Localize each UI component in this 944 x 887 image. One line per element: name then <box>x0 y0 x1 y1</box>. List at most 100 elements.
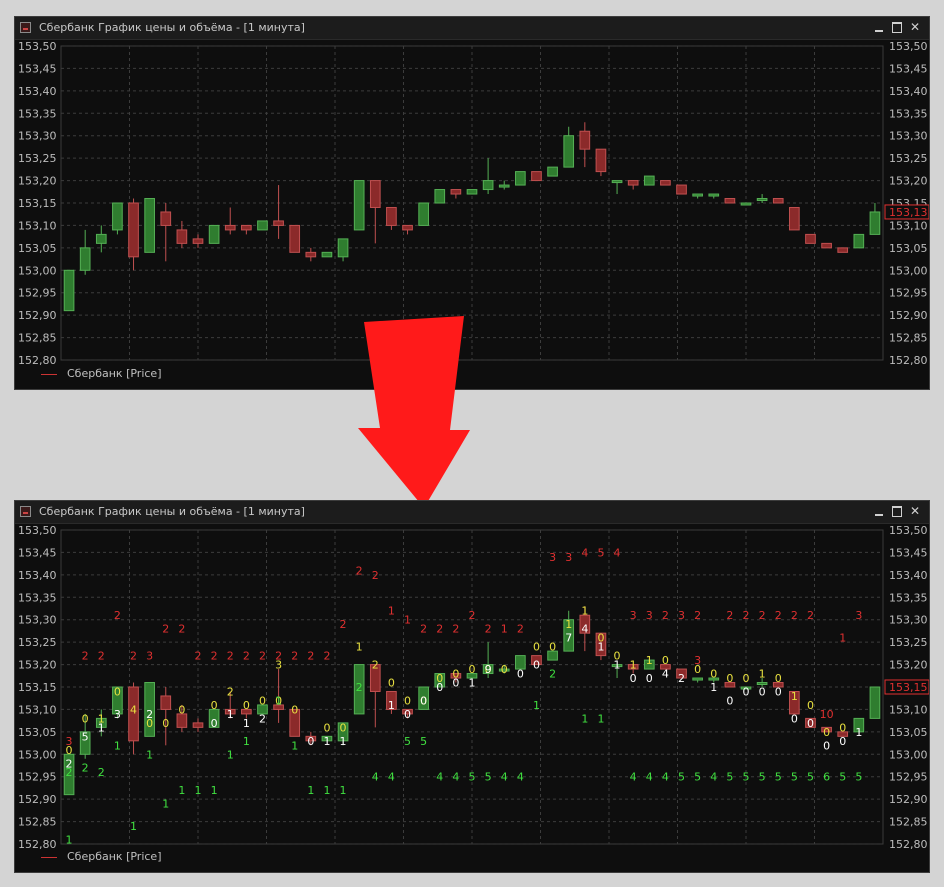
candle[interactable] <box>805 717 816 728</box>
candle[interactable] <box>321 251 333 258</box>
candle[interactable] <box>853 717 865 733</box>
candle[interactable] <box>676 668 687 679</box>
candle[interactable] <box>869 686 881 719</box>
candle[interactable] <box>531 655 542 666</box>
candle[interactable] <box>273 669 284 723</box>
candle[interactable] <box>805 233 816 244</box>
candle[interactable] <box>176 220 188 248</box>
candle[interactable] <box>369 664 381 728</box>
candle[interactable] <box>466 189 478 195</box>
candle[interactable] <box>337 722 349 746</box>
candle[interactable] <box>353 664 365 715</box>
candle[interactable] <box>418 686 429 710</box>
candle[interactable] <box>740 686 752 690</box>
candle[interactable] <box>563 610 575 652</box>
candle[interactable] <box>772 682 784 688</box>
candle[interactable] <box>740 202 752 206</box>
candle[interactable] <box>369 180 381 244</box>
candle[interactable] <box>515 171 526 186</box>
candle[interactable] <box>724 682 736 688</box>
candle[interactable] <box>466 673 478 679</box>
candle[interactable] <box>79 713 91 759</box>
candle[interactable] <box>450 673 462 683</box>
candle[interactable] <box>724 198 736 204</box>
candle[interactable] <box>643 659 655 670</box>
candle[interactable] <box>708 677 720 683</box>
candle[interactable] <box>756 678 768 687</box>
candle[interactable] <box>627 180 639 190</box>
candle[interactable] <box>692 677 703 683</box>
candle[interactable] <box>112 686 123 719</box>
candle[interactable] <box>611 664 623 679</box>
candle[interactable] <box>498 180 510 190</box>
candle[interactable] <box>241 224 252 235</box>
candle[interactable] <box>627 664 639 674</box>
candle[interactable] <box>305 731 317 746</box>
candle[interactable] <box>434 189 446 204</box>
candle[interactable] <box>144 198 155 253</box>
candle[interactable] <box>837 247 849 253</box>
candle[interactable] <box>386 206 397 230</box>
minimize-icon[interactable] <box>871 503 887 519</box>
candle[interactable] <box>402 224 413 235</box>
candle[interactable] <box>498 664 510 674</box>
candle[interactable] <box>192 234 204 248</box>
candle[interactable] <box>660 664 671 670</box>
candle[interactable] <box>305 247 317 262</box>
candle[interactable] <box>563 126 575 168</box>
candle[interactable] <box>208 708 220 728</box>
candle[interactable] <box>595 148 607 177</box>
maximize-icon[interactable] <box>889 503 905 519</box>
price-chart[interactable]: 153,50 153,50 153,45 153,45 153,40 153,40 153,… <box>15 39 929 369</box>
candle[interactable] <box>837 731 849 737</box>
candle[interactable] <box>515 655 526 670</box>
candle[interactable] <box>547 166 558 177</box>
candle[interactable] <box>450 189 462 199</box>
candle[interactable] <box>257 220 268 231</box>
candle[interactable] <box>611 180 623 195</box>
candle[interactable] <box>128 198 139 271</box>
candle[interactable] <box>63 753 75 796</box>
candle[interactable] <box>756 194 768 203</box>
candle[interactable] <box>660 180 671 186</box>
candle[interactable] <box>579 606 591 652</box>
candle[interactable] <box>676 184 687 195</box>
candle[interactable] <box>273 185 284 239</box>
candle[interactable] <box>547 650 558 661</box>
candle[interactable] <box>257 704 268 715</box>
maximize-icon[interactable] <box>889 19 905 35</box>
candle[interactable] <box>708 193 720 199</box>
candle[interactable] <box>789 206 800 231</box>
candle[interactable] <box>289 224 301 253</box>
candle[interactable] <box>112 202 123 235</box>
minimize-icon[interactable] <box>871 19 887 35</box>
candle[interactable] <box>643 175 655 186</box>
candle[interactable] <box>337 238 349 262</box>
candle[interactable] <box>176 704 188 732</box>
candle[interactable] <box>224 691 236 719</box>
candle[interactable] <box>434 673 446 688</box>
candle[interactable] <box>869 203 881 235</box>
candle[interactable] <box>128 682 139 755</box>
candle[interactable] <box>160 203 172 262</box>
candle[interactable] <box>386 690 397 714</box>
candle[interactable] <box>241 708 252 719</box>
candle[interactable] <box>821 242 832 249</box>
close-icon[interactable]: ✕ <box>909 504 921 518</box>
candle[interactable] <box>789 690 800 715</box>
close-icon[interactable]: ✕ <box>909 20 921 34</box>
candle[interactable] <box>418 202 429 226</box>
candle[interactable] <box>95 709 107 737</box>
title-bar[interactable]: Сбербанк График цены и объёма - [1 минут… <box>15 501 929 524</box>
candle[interactable] <box>595 632 607 661</box>
candle[interactable] <box>579 122 591 168</box>
candle[interactable] <box>63 269 75 312</box>
candle[interactable] <box>353 180 365 231</box>
candle[interactable] <box>531 171 542 182</box>
candle[interactable] <box>482 158 494 195</box>
candle[interactable] <box>95 225 107 253</box>
candle[interactable] <box>289 708 301 737</box>
candle[interactable] <box>192 718 204 732</box>
candle[interactable] <box>321 735 333 742</box>
price-volume-chart[interactable]: 153,50 153,50 153,45 153,45 153,40 153,40 153,… <box>15 523 929 853</box>
